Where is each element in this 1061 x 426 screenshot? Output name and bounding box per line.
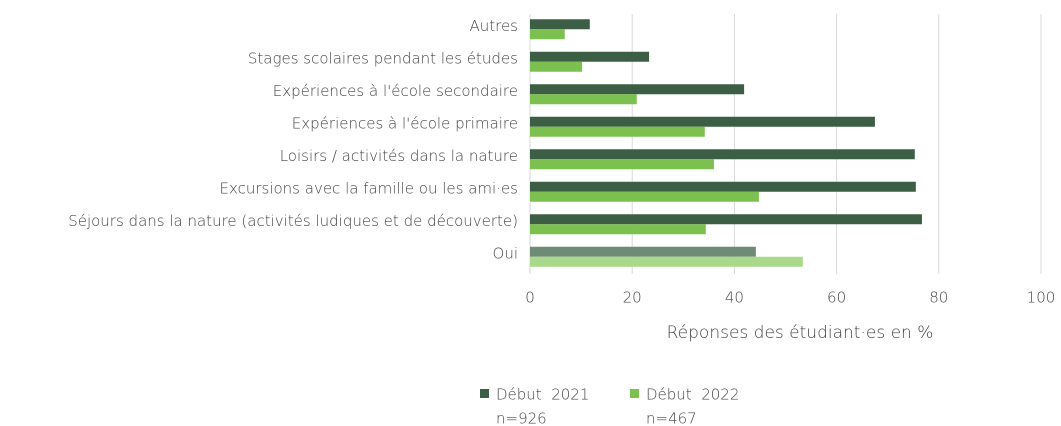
bar — [530, 29, 565, 40]
legend-note: n=467 — [646, 410, 697, 426]
x-tick-label: 100 — [1027, 289, 1056, 307]
bar — [530, 181, 916, 192]
bar — [530, 116, 875, 127]
y-tick-label: Séjours dans la nature (activités ludiqu… — [68, 212, 518, 230]
bar — [530, 51, 650, 62]
bar — [530, 214, 922, 225]
y-tick-label: Autres — [469, 17, 518, 35]
y-tick-label: Excursions avec la famille ou les ami·es — [220, 179, 519, 197]
bar — [530, 61, 583, 72]
x-tick-label: 20 — [623, 289, 642, 307]
x-tick-label: 40 — [725, 289, 744, 307]
bar — [530, 159, 714, 170]
legend-label: Début 2022 — [646, 386, 739, 404]
bar — [530, 126, 705, 137]
x-tick-label: 80 — [929, 289, 948, 307]
x-tick-label: 0 — [525, 289, 535, 307]
bar — [530, 256, 803, 267]
bar — [530, 224, 706, 235]
y-tick-label: Oui — [493, 244, 518, 262]
legend-label: Début 2021 — [496, 386, 589, 404]
bar — [530, 191, 759, 202]
bar — [530, 84, 745, 95]
bar — [530, 149, 915, 160]
y-tick-label: Expériences à l'école primaire — [292, 114, 518, 132]
x-axis-label: Réponses des étudiant·es en % — [667, 323, 934, 343]
legend-swatch — [480, 389, 489, 398]
legend-note: n=926 — [496, 410, 547, 426]
y-tick-label: Stages scolaires pendant les études — [248, 49, 518, 67]
legend-swatch — [630, 389, 639, 398]
bar — [530, 19, 590, 30]
y-tick-label: Expériences à l'école secondaire — [273, 82, 518, 100]
bar — [530, 94, 637, 105]
x-tick-label: 60 — [827, 289, 846, 307]
bar — [530, 246, 756, 257]
y-tick-label: Loisirs / activités dans la nature — [280, 147, 518, 165]
